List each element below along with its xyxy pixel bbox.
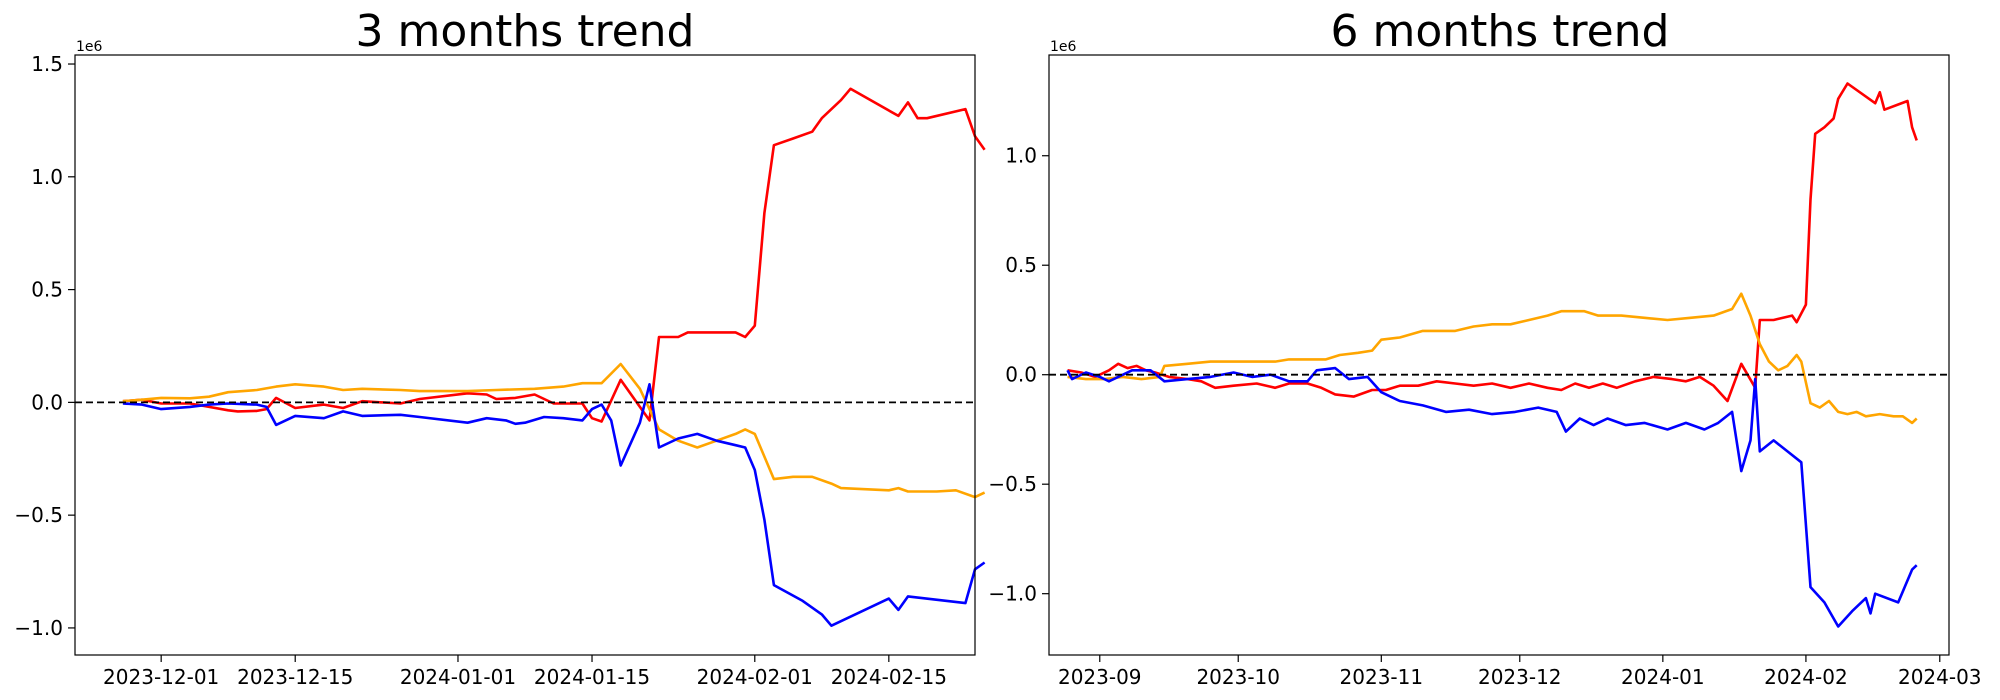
series-line-1 xyxy=(122,87,986,423)
x-tick-label: 2024-01-01 xyxy=(400,665,516,689)
series-line-3 xyxy=(1066,366,1918,628)
series-line-2 xyxy=(122,362,986,499)
series-line-1 xyxy=(1067,82,1918,403)
chart-3-months: 3 months trend 1e6 −1.0 −0.5 0.0 0.5 1.0 1.5 2… xyxy=(14,6,986,689)
x-tick-label: 2024-02 xyxy=(1764,665,1848,689)
plot-frame xyxy=(1048,54,1950,656)
x-tick-label: 2023-09 xyxy=(1058,665,1142,689)
series-line-3 xyxy=(122,382,986,628)
x-tick-label: 2024-02-15 xyxy=(831,665,947,689)
x-tick-label: 2024-01-15 xyxy=(534,665,650,689)
chart-6-months: 6 months trend 1e6 −1.0 −0.5 0.0 0.5 1.0 2023… xyxy=(988,6,1981,689)
x-tick-label: 2023-12 xyxy=(1478,665,1562,689)
y-tick-label: 0.0 xyxy=(1005,363,1037,387)
chart-title: 6 months trend xyxy=(1331,6,1670,57)
y-tick-label: 0.5 xyxy=(31,278,63,302)
x-tick-label: 2023-12-15 xyxy=(237,665,353,689)
y-tick-label: −1.0 xyxy=(988,582,1037,606)
x-tick-label: 2023-12-01 xyxy=(103,665,219,689)
y-tick-label: 1.0 xyxy=(31,165,63,189)
x-tick-label: 2024-02-01 xyxy=(697,665,813,689)
x-tick-label: 2024-01 xyxy=(1621,665,1705,689)
x-tick-label: 2023-10 xyxy=(1196,665,1280,689)
series-line-2 xyxy=(1067,292,1918,425)
y-tick-label: 0.0 xyxy=(31,390,63,414)
y-tick-label: −0.5 xyxy=(14,503,63,527)
y-offset-label: 1e6 xyxy=(1050,39,1077,55)
plot-frame xyxy=(74,54,976,656)
y-tick-label: −1.0 xyxy=(14,616,63,640)
y-offset-label: 1e6 xyxy=(76,39,103,55)
y-tick-label: −0.5 xyxy=(988,472,1037,496)
chart-title: 3 months trend xyxy=(356,6,695,57)
x-tick-label: 2023-11 xyxy=(1340,665,1424,689)
y-tick-label: 0.5 xyxy=(1005,253,1037,277)
y-tick-label: 1.5 xyxy=(31,52,63,76)
x-tick-label: 2024-03 xyxy=(1898,665,1982,689)
y-tick-label: 1.0 xyxy=(1005,144,1037,168)
